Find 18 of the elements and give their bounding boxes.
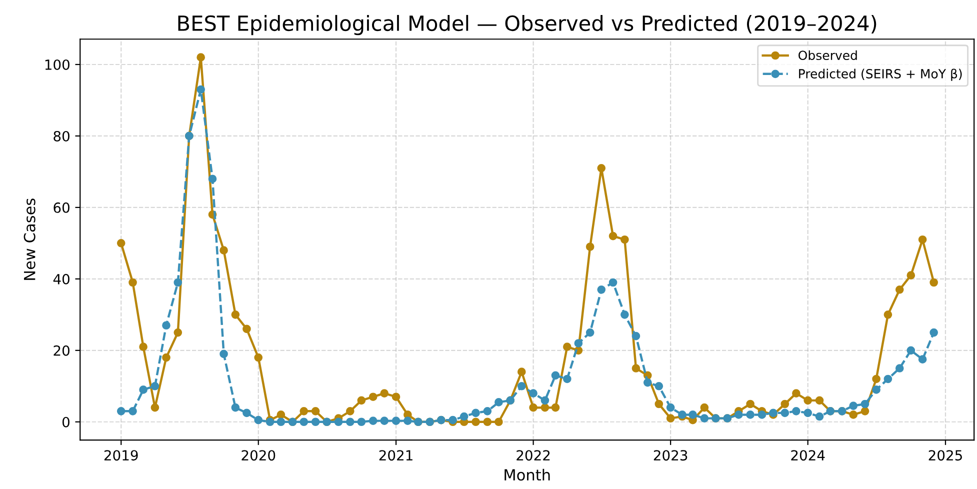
x-tick-label: 2020 bbox=[242, 450, 276, 461]
x-tick-label: 2022 bbox=[516, 450, 550, 461]
legend-label: Predicted (SEIRS + MoY β) bbox=[799, 68, 962, 81]
x-tick-label: 2024 bbox=[791, 450, 825, 461]
x-tick-label: 2019 bbox=[104, 450, 138, 461]
y-tick-label: 80 bbox=[54, 130, 70, 142]
y-tick-label: 60 bbox=[54, 202, 70, 213]
y-tick-label: 20 bbox=[54, 345, 70, 356]
y-tick-label: 100 bbox=[45, 59, 70, 70]
x-axis-title: Month bbox=[504, 468, 550, 481]
x-tick-label: 2025 bbox=[928, 450, 962, 461]
y-axis-title: New Cases bbox=[24, 198, 36, 280]
y-tick-label: 40 bbox=[53, 274, 70, 284]
chart-title: BEST Epidemiological Model — Observed vs Predicted (2019–2024) bbox=[178, 14, 876, 36]
x-tick-label: 2023 bbox=[654, 450, 688, 461]
legend-label: Observed bbox=[798, 50, 857, 60]
x-tick-label: 2021 bbox=[379, 450, 412, 461]
y-tick-label: 0 bbox=[62, 416, 70, 428]
